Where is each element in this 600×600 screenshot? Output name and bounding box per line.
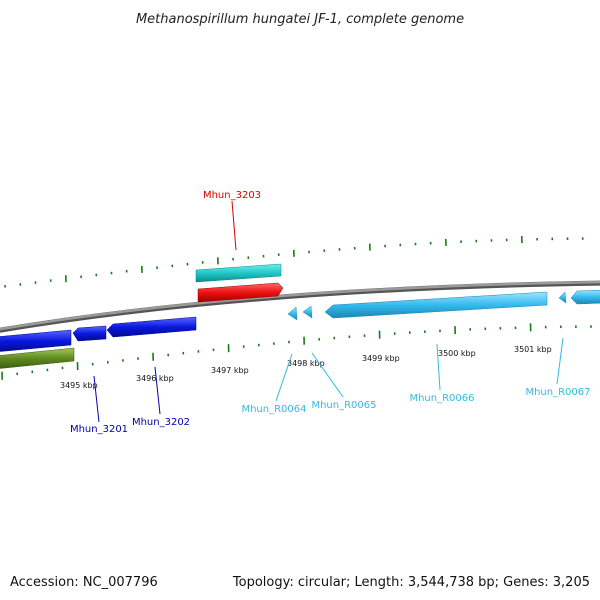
label-mhun-r0064[interactable]: Mhun_R0064 [241, 404, 306, 415]
axis-label-3501: 3501 kbp [514, 345, 552, 354]
map-title: Methanospirillum hungatei JF-1, complete… [136, 12, 464, 27]
leader-mhun-r0066 [436, 343, 441, 391]
leader-mhun-3202 [154, 366, 161, 415]
label-mhun-3203[interactable]: Mhun_3203 [203, 190, 261, 201]
upper-tick-track [4, 236, 584, 288]
axis-label-3499: 3499 kbp [362, 354, 400, 363]
leader-mhun-3201 [93, 375, 100, 423]
gene-mhun-r0067-a[interactable] [558, 291, 567, 304]
label-mhun-r0066[interactable]: Mhun_R0066 [409, 393, 474, 404]
leader-mhun-3203 [231, 200, 237, 251]
gene-mhun-r0064[interactable] [287, 306, 298, 321]
label-mhun-3202[interactable]: Mhun_3202 [132, 417, 190, 428]
gene-blue-left-partial[interactable] [0, 329, 72, 352]
axis-label-3500: 3500 kbp [438, 349, 476, 358]
accession-text: Accession: NC_007796 [10, 575, 158, 590]
leader-mhun-r0067 [556, 337, 564, 385]
label-mhun-r0067[interactable]: Mhun_R0067 [525, 387, 590, 398]
gene-mhun-3201[interactable] [72, 325, 107, 342]
genome-summary-text: Topology: circular; Length: 3,544,738 bp… [232, 575, 590, 590]
axis-label-3498: 3498 kbp [287, 359, 325, 368]
gene-mhun-3203[interactable] [197, 282, 284, 303]
leader-mhun-r0065 [311, 352, 344, 398]
leader-mhun-r0064 [275, 353, 293, 402]
gene-mhun-r0067-b[interactable] [570, 289, 600, 305]
lower-tick-track [1, 323, 592, 380]
axis-label-3497: 3497 kbp [211, 366, 249, 375]
genome-backbone [0, 280, 600, 331]
gene-mhun-r0065[interactable] [302, 305, 313, 319]
gene-cyan-feature[interactable] [195, 263, 282, 283]
label-mhun-3201[interactable]: Mhun_3201 [70, 424, 128, 435]
gene-olive-left-partial[interactable] [0, 347, 75, 369]
gene-mhun-3202[interactable] [106, 316, 197, 338]
gene-mhun-r0066[interactable] [324, 291, 548, 319]
axis-label-3496: 3496 kbp [136, 374, 174, 383]
axis-label-3495: 3495 kbp [60, 381, 98, 390]
label-mhun-r0065[interactable]: Mhun_R0065 [311, 400, 376, 411]
